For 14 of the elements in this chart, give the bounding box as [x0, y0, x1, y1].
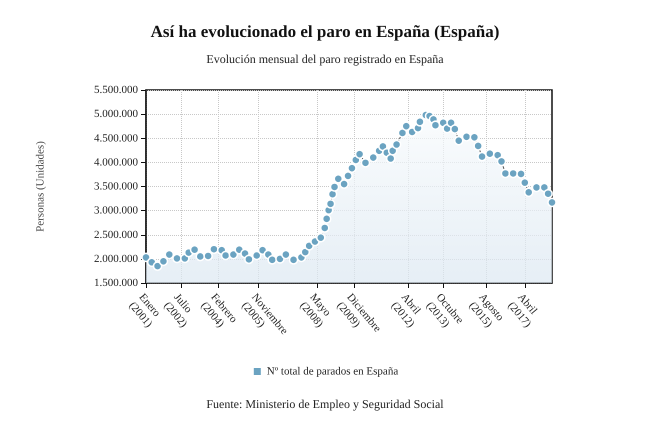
y-tick-label: 3.000.000 — [94, 204, 138, 217]
y-tick-label: 4.500.000 — [94, 132, 138, 144]
chart-subtitle: Evolución mensual del paro registrado en España — [206, 52, 444, 66]
y-tick-label: 3.500.000 — [94, 180, 138, 192]
source-note: Fuente: Ministerio de Empleo y Seguridad Social — [206, 397, 444, 411]
y-tick-label: 2.500.000 — [94, 228, 138, 241]
y-axis-title: Personas (Unidades) — [34, 140, 46, 232]
y-tick-label: 5.000.000 — [94, 108, 138, 120]
y-tick-label: 2.000.000 — [94, 252, 138, 265]
y-tick-label: 1.500.000 — [94, 277, 138, 289]
chart-title: Así ha evolucionado el paro en España (España) — [150, 22, 500, 41]
legend-label: Nº total de parados en España — [266, 366, 398, 378]
y-tick-label: 4.000.000 — [94, 156, 138, 168]
y-tick-label: 5.500.000 — [94, 84, 138, 96]
